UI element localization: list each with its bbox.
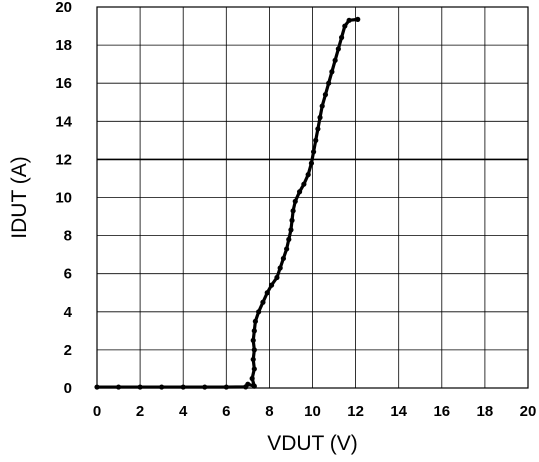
data-point xyxy=(338,34,345,41)
x-tick-label: 6 xyxy=(222,403,230,420)
data-point xyxy=(284,246,290,252)
data-point xyxy=(249,375,255,382)
data-point xyxy=(296,189,303,195)
data-point xyxy=(245,381,251,387)
data-point xyxy=(180,384,186,390)
data-point xyxy=(322,92,329,98)
data-point xyxy=(250,337,256,343)
data-point xyxy=(286,236,292,243)
data-point xyxy=(290,208,296,214)
series-0-line xyxy=(95,17,360,389)
data-point xyxy=(308,160,315,166)
x-tick-label: 14 xyxy=(390,403,407,420)
data-point xyxy=(326,80,332,86)
y-tick-label: 10 xyxy=(55,190,72,207)
y-axis-ticks: 0 2 4 6 8 10 12 14 16 18 20 xyxy=(55,0,72,397)
data-point xyxy=(277,265,283,271)
x-tick-label: 10 xyxy=(304,403,321,420)
x-tick-label: 12 xyxy=(347,403,364,420)
data-point xyxy=(288,227,294,233)
data-point xyxy=(256,309,262,315)
y-tick-label: 12 xyxy=(55,151,72,168)
x-tick-label: 2 xyxy=(136,403,144,420)
y-tick-label: 0 xyxy=(64,380,72,397)
y-tick-label: 20 xyxy=(55,0,72,16)
data-point xyxy=(223,384,229,390)
data-point xyxy=(251,366,257,372)
data-point xyxy=(315,126,321,132)
data-point xyxy=(260,299,266,305)
data-point xyxy=(252,318,258,324)
data-point xyxy=(251,347,257,353)
data-point xyxy=(280,255,287,262)
data-point xyxy=(94,384,100,390)
data-point xyxy=(317,114,323,121)
grid xyxy=(96,6,529,389)
data-point xyxy=(305,172,311,178)
data-point xyxy=(355,16,361,22)
data-point xyxy=(313,137,319,143)
data-point xyxy=(268,282,275,288)
y-tick-label: 2 xyxy=(64,342,72,359)
y-tick-label: 6 xyxy=(64,266,72,283)
x-tick-label: 18 xyxy=(477,403,494,420)
data-point xyxy=(251,328,257,334)
x-axis-ticks: 0 2 4 6 8 10 12 14 16 18 20 xyxy=(93,403,537,420)
y-tick-label: 14 xyxy=(55,113,72,130)
data-point xyxy=(319,103,325,109)
y-tick-label: 4 xyxy=(64,304,73,321)
data-point xyxy=(289,217,295,223)
data-point xyxy=(292,198,298,204)
x-tick-label: 4 xyxy=(179,403,188,420)
x-tick-label: 0 xyxy=(93,403,101,420)
data-point xyxy=(264,290,270,296)
y-tick-label: 8 xyxy=(64,228,72,245)
data-point xyxy=(137,384,143,390)
data-point xyxy=(202,384,208,390)
data-point xyxy=(159,384,165,390)
data-point xyxy=(310,149,317,155)
x-tick-label: 8 xyxy=(265,403,273,420)
x-tick-label: 20 xyxy=(520,403,537,420)
data-point xyxy=(332,57,338,63)
data-point xyxy=(301,181,307,187)
data-point xyxy=(251,383,257,389)
data-point xyxy=(342,23,348,29)
data-point xyxy=(274,274,280,281)
y-tick-label: 18 xyxy=(55,37,72,54)
data-point xyxy=(115,384,122,390)
data-point xyxy=(346,17,352,23)
data-series xyxy=(94,16,361,390)
x-tick-label: 16 xyxy=(433,403,450,420)
data-point xyxy=(335,46,341,52)
plot-frame xyxy=(96,6,529,389)
x-axis-title: VDUT (V) xyxy=(267,432,358,455)
data-point xyxy=(250,356,256,363)
y-axis-title: IDUT (A) xyxy=(8,156,31,238)
data-point xyxy=(329,69,335,75)
y-tick-label: 16 xyxy=(55,75,72,92)
